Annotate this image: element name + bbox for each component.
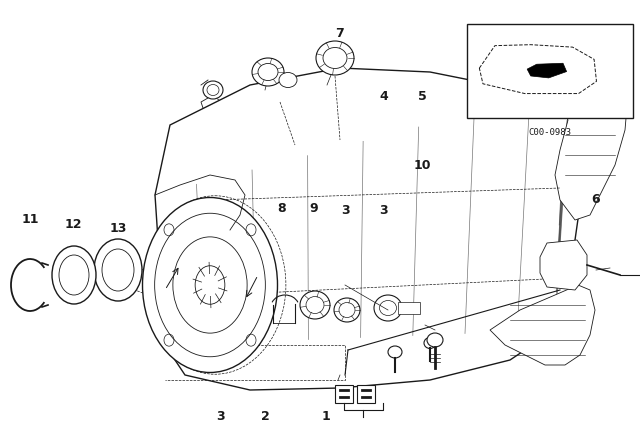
Text: 3: 3 [341, 204, 350, 217]
Ellipse shape [388, 346, 402, 358]
Ellipse shape [427, 333, 443, 347]
Text: 5: 5 [418, 90, 427, 103]
Polygon shape [540, 240, 587, 290]
Text: 6: 6 [591, 193, 600, 206]
Text: 3: 3 [216, 410, 225, 423]
Ellipse shape [143, 198, 278, 372]
Polygon shape [527, 63, 566, 78]
Ellipse shape [424, 337, 436, 349]
Text: 2: 2 [261, 410, 270, 423]
Text: 11: 11 [22, 213, 40, 226]
Ellipse shape [195, 266, 225, 304]
Text: 3: 3 [380, 204, 388, 217]
Polygon shape [357, 385, 375, 403]
Text: C00-0983: C00-0983 [529, 128, 572, 137]
Ellipse shape [334, 298, 360, 322]
Bar [467, 24, 633, 118]
Text: 4: 4 [380, 90, 388, 103]
Polygon shape [510, 58, 628, 220]
Bar [398, 302, 420, 314]
Polygon shape [335, 385, 353, 403]
Ellipse shape [59, 255, 89, 295]
Ellipse shape [252, 58, 284, 86]
Ellipse shape [316, 41, 354, 75]
Polygon shape [490, 285, 595, 365]
Ellipse shape [52, 246, 96, 304]
Ellipse shape [300, 291, 330, 319]
Text: 1: 1 [322, 410, 331, 423]
Text: 9: 9 [309, 202, 318, 215]
Ellipse shape [102, 249, 134, 291]
Text: 8: 8 [277, 202, 286, 215]
Text: 10: 10 [413, 159, 431, 172]
Ellipse shape [279, 73, 297, 87]
Text: 12: 12 [65, 217, 83, 231]
Ellipse shape [203, 81, 223, 99]
Ellipse shape [94, 239, 142, 301]
Ellipse shape [374, 295, 402, 321]
Text: 13: 13 [109, 222, 127, 235]
Text: 7: 7 [335, 27, 344, 40]
